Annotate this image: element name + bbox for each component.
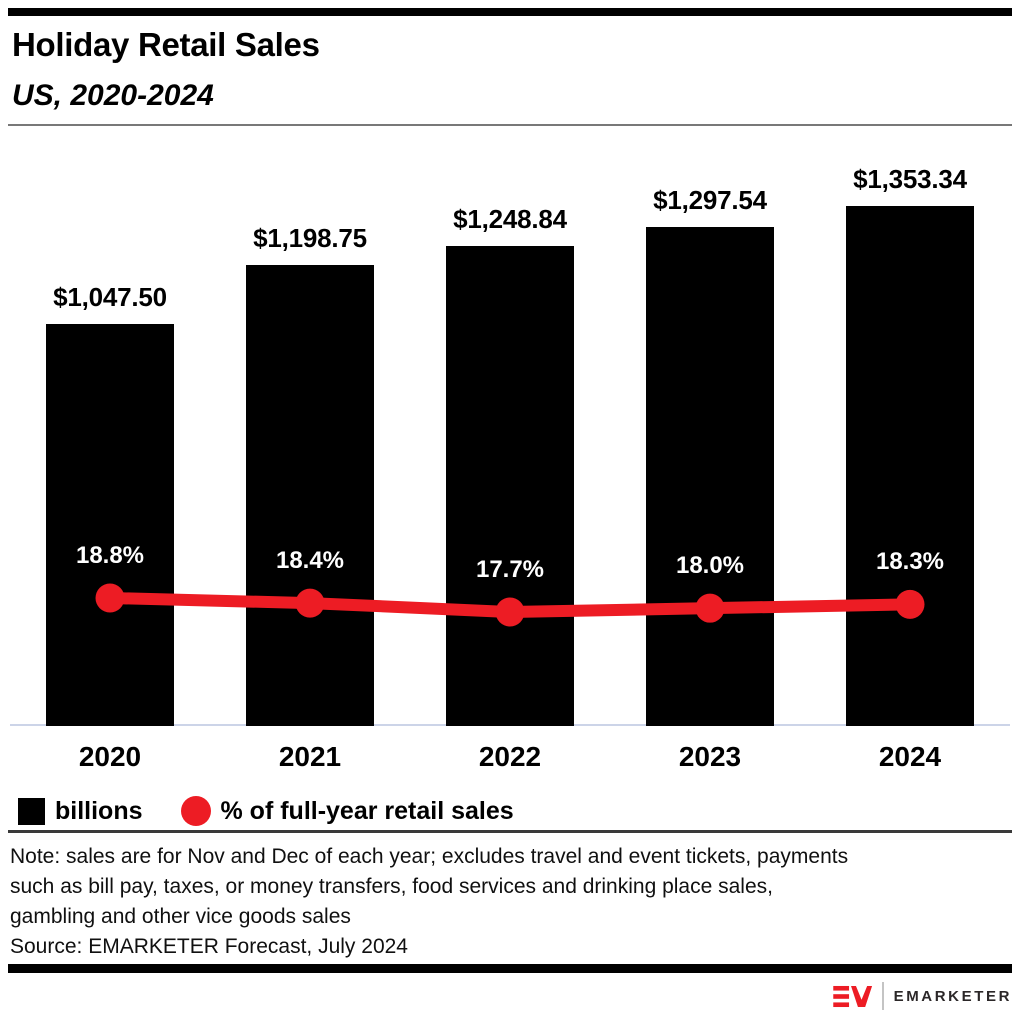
- pct-label-2021: 18.4%: [275, 547, 345, 575]
- source-text: Source: EMARKETER Forecast, July 2024: [10, 935, 408, 958]
- pct-label-2023: 18.0%: [675, 552, 745, 580]
- top-accent-bar: [8, 8, 1012, 16]
- legend-swatch-billions: [18, 797, 45, 825]
- emarketer-logo: EMARKETER: [832, 981, 1012, 1011]
- pct-label-2020: 18.8%: [75, 542, 145, 569]
- bar-2024: [846, 206, 974, 726]
- legend-label-billions: billions: [55, 796, 143, 825]
- bar-value-label-2022: $1,248.84: [453, 204, 567, 235]
- bar-value-label-2023: $1,297.54: [653, 185, 767, 216]
- bar-value-label-2021: $1,198.75: [253, 223, 367, 254]
- note-line-3: gambling and other vice goods sales: [10, 905, 351, 928]
- chart-title: Holiday Retail Sales: [12, 26, 320, 63]
- logo-divider: [881, 982, 884, 1010]
- legend-divider: [8, 830, 1012, 833]
- footer-accent-bar: [8, 964, 1012, 973]
- legend-swatch-pct: [180, 796, 211, 826]
- chart-subtitle: US, 2020-2024: [12, 79, 214, 112]
- pct-label-2024: 18.3%: [875, 548, 945, 576]
- x-axis-label-2023: 2023: [678, 741, 742, 772]
- bar-2023: [646, 227, 774, 726]
- bar-2021: [246, 265, 374, 726]
- em-monogram-icon: [832, 985, 872, 1007]
- note-line-2: such as bill pay, taxes, or money transf…: [10, 875, 773, 898]
- note-text: Note: sales are for Nov and Dec of each …: [10, 842, 1010, 932]
- legend-label-pct: % of full-year retail sales: [220, 796, 514, 825]
- legend: billions % of full-year retail sales: [18, 793, 514, 829]
- x-axis-label-2020: 2020: [78, 741, 142, 772]
- bar-value-label-2020: $1,047.50: [53, 281, 167, 312]
- pct-label-2022: 17.7%: [475, 555, 545, 583]
- logo-wordmark: EMARKETER: [893, 987, 1012, 1005]
- note-line-1: Note: sales are for Nov and Dec of each …: [10, 845, 849, 868]
- x-axis-label-2024: 2024: [878, 741, 942, 772]
- x-axis-label-2021: 2021: [278, 741, 342, 772]
- x-axis-label-2022: 2022: [478, 741, 542, 772]
- bar-value-label-2024: $1,353.34: [853, 164, 967, 194]
- bar-2022: [446, 246, 574, 726]
- bar-2020: [46, 323, 174, 726]
- chart-area: $1,047.50 18.8% 2020 $1,198.75 18.4% 2021 $1,2…: [10, 164, 1010, 772]
- header-divider: [8, 124, 1012, 126]
